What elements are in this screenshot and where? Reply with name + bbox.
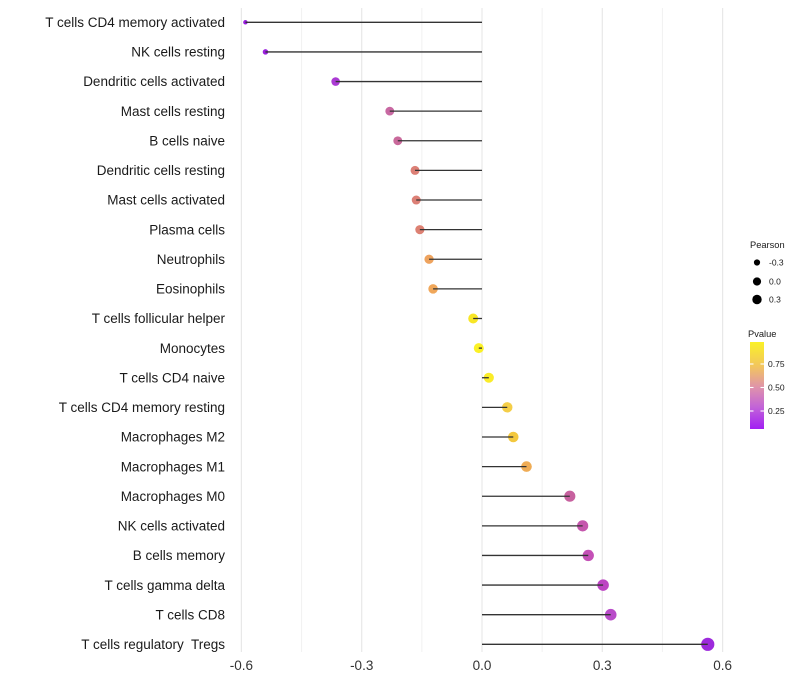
y-axis-label: T cells CD8 <box>155 607 225 622</box>
size-legend-dot <box>752 294 762 305</box>
data-point <box>483 372 494 383</box>
y-axis-label: Eosinophils <box>156 282 225 297</box>
gridlines <box>240 8 724 652</box>
size-legend-label: -0.3 <box>769 258 784 268</box>
y-axis-labels: T cells CD4 memory activated NK cells res… <box>45 15 225 652</box>
x-axis-tick-label: 0.0 <box>473 658 492 673</box>
x-axis-tick-label: 0.3 <box>593 658 612 673</box>
pvalue-legend-label: 0.25 <box>768 406 785 416</box>
data-point <box>468 313 479 324</box>
y-axis-label: B cells naive <box>149 133 225 148</box>
y-axis-label: Dendritic cells activated <box>83 74 225 89</box>
size-legend-dot <box>752 277 762 286</box>
y-axis-label: Mast cells resting <box>121 104 225 119</box>
pvalue-legend-label: 0.50 <box>768 383 785 393</box>
size-legend-label: 0.0 <box>769 277 781 287</box>
y-axis-label: Macrophages M2 <box>121 430 225 445</box>
pvalue-gradient-bar <box>750 342 764 429</box>
pearson-legend-title: Pearson <box>750 240 785 250</box>
y-axis-label: B cells memory <box>133 548 226 563</box>
y-axis-label: Dendritic cells resting <box>97 163 225 178</box>
size-legend-label: 0.3 <box>769 295 781 305</box>
y-axis-label: Macrophages M1 <box>121 459 225 474</box>
data-point <box>701 637 715 651</box>
x-axis-tick-label: 0.6 <box>713 658 732 673</box>
y-axis-label: T cells CD4 memory resting <box>59 400 225 415</box>
y-axis-label: T cells gamma delta <box>104 578 225 593</box>
y-axis-label: Plasma cells <box>149 222 225 237</box>
y-axis-label: T cells regulatory Tregs <box>81 637 225 652</box>
y-axis-label: NK cells activated <box>118 519 225 534</box>
y-axis-label: Macrophages M0 <box>121 489 225 504</box>
y-axis-label: NK cells resting <box>131 45 225 60</box>
size-legend-dot <box>753 259 761 266</box>
data-point <box>393 136 403 146</box>
y-axis-label: Mast cells activated <box>107 193 225 208</box>
lollipop-stems <box>245 21 708 645</box>
y-axis-label: T cells follicular helper <box>92 311 226 326</box>
pvalue-legend-label: 0.75 <box>768 359 785 369</box>
y-axis-label: T cells CD4 memory activated <box>45 15 225 30</box>
pvalue-color-legend: Pvalue 0.75 0.50 0.25 <box>748 329 785 429</box>
y-axis-label: T cells CD4 naive <box>119 370 225 385</box>
y-axis-label: Neutrophils <box>157 252 226 267</box>
y-axis-label: Monocytes <box>160 341 226 356</box>
x-axis-tick-label: -0.6 <box>230 658 253 673</box>
pvalue-legend-title: Pvalue <box>748 329 776 339</box>
pearson-size-legend: Pearson -0.3 0.0 0.3 <box>750 240 785 305</box>
x-axis-tick-labels: -0.6 -0.3 0.0 0.3 0.6 <box>230 658 732 673</box>
x-axis-tick-label: -0.3 <box>350 658 373 673</box>
